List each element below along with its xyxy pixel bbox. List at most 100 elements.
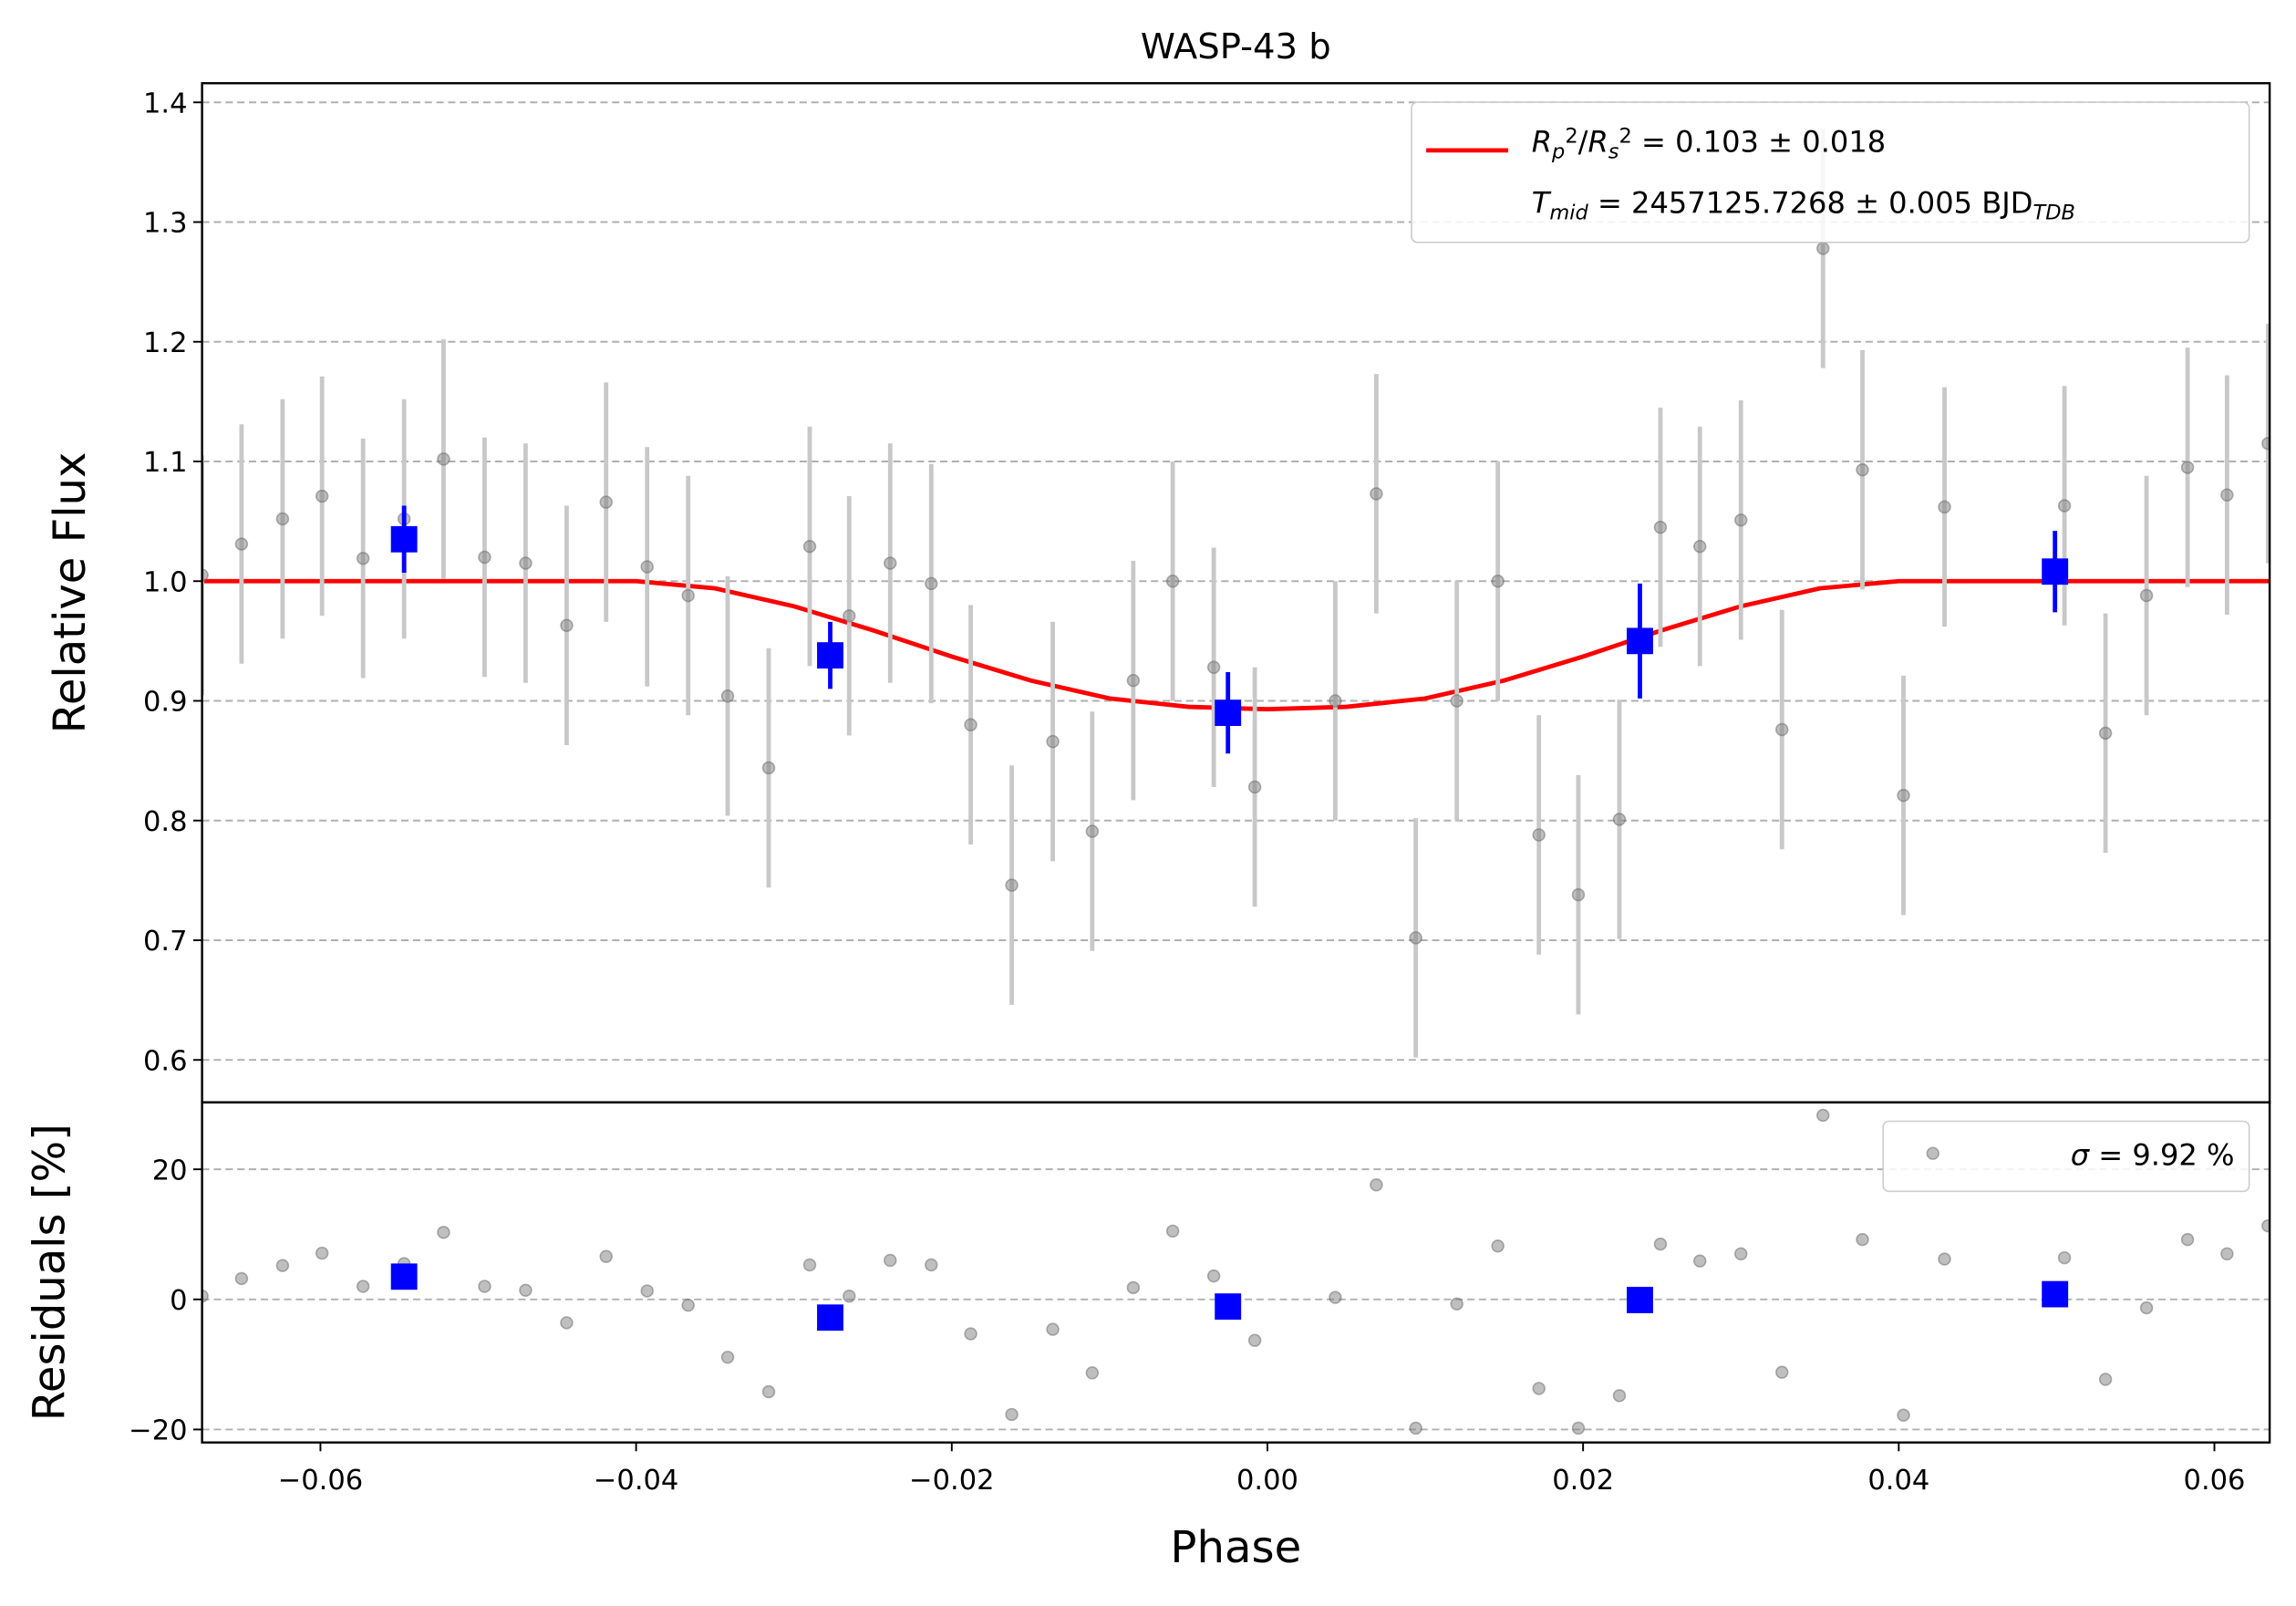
data-point [640,1284,654,1298]
data-point [884,1253,897,1268]
y-tick-label: 0 [170,1285,187,1317]
data-point [1532,1382,1546,1395]
legend-text-part: mid [1549,201,1588,224]
x-tick-label: 0.06 [2184,1465,2246,1497]
data-point [1247,780,1262,794]
data-point [2098,726,2113,741]
binned-point [1627,627,1653,655]
data-point [1005,878,1019,892]
data-point [925,576,938,591]
data-point [1126,673,1141,688]
legend-text-part: = 0.103 ± 0.018 [1632,125,1886,160]
legend-text-part: p [1551,140,1565,163]
data-point [1693,1254,1707,1268]
data-point [560,618,574,633]
y-tick-label: −20 [129,1415,187,1447]
legend-text-part: 2 [1619,125,1631,149]
y-tick-label: 0.7 [143,926,188,958]
data-point [1734,1247,1748,1261]
data-point [681,588,695,603]
legend-text-part: R [1588,125,1608,160]
x-tick-label: 0.02 [1552,1465,1614,1497]
model-line [202,578,2270,712]
data-point [1897,788,1910,803]
y-axis-label: Residuals [%] [25,1124,76,1421]
data-point [437,1226,450,1239]
y-tick-label: 20 [152,1155,188,1186]
data-point [1165,575,1180,588]
data-point [2180,461,2195,474]
data-point [315,1246,329,1260]
data-point [2261,1218,2270,1233]
data-point [1370,1178,1383,1192]
data-point [2180,1232,2195,1247]
data-point [2220,1247,2234,1261]
data-point [275,512,290,526]
legend-text-part: T [1532,186,1552,221]
data-point [1571,1421,1586,1435]
data-point [802,1258,817,1272]
data-point [1612,1389,1627,1403]
data-point [1206,1269,1221,1283]
data-point [1938,500,1951,514]
x-tick-label: 0.00 [1236,1465,1298,1497]
binned-point [390,525,418,553]
data-point [1206,660,1221,674]
data-point [964,718,977,731]
data-point [1329,694,1342,708]
data-point [202,1290,209,1303]
data-point [1450,694,1463,708]
y-tick-label: 1.2 [143,327,188,359]
data-point [1775,722,1789,737]
data-point [315,489,329,503]
data-point [356,552,370,565]
data-point [599,1249,613,1263]
data-point [234,1271,249,1286]
axes-frame [201,1101,2271,1444]
legend-label: Tmid = 2457125.7268 ± 0.005 BJDTDB [1532,186,2075,225]
data-point [884,556,897,570]
legend-label: σ = 9.92 % [2071,1138,2235,1173]
data-point [1126,1280,1141,1295]
binned-point [1215,699,1242,727]
data-point [1775,1365,1789,1379]
chart-title: WASP-43 b [1141,26,1331,67]
data-point [1005,1407,1019,1422]
legend-text-part: = 9.92 % [2089,1138,2234,1173]
data-point [1693,539,1707,554]
plot-area [202,129,2270,1058]
legend-text-part: R [1532,125,1552,160]
binned-point [390,1263,418,1290]
y-tick-label: 0.6 [143,1045,188,1077]
y-tick-label: 1.3 [143,208,188,240]
data-point [964,1327,977,1341]
y-axis-label: Relative Flux [45,452,96,734]
y-tick-label: 1.0 [143,566,188,598]
data-point [1491,1239,1505,1253]
data-point [761,1384,776,1399]
data-point [2057,499,2072,513]
data-point [802,539,817,554]
data-point [1816,242,1830,255]
data-point [519,556,533,570]
data-point [1653,1237,1668,1251]
x-tick-label: −0.04 [594,1465,678,1497]
data-point [681,1299,695,1312]
data-point [2261,437,2270,451]
legend-box [1411,101,2250,243]
data-point [1046,1322,1060,1336]
data-point [1450,1297,1463,1311]
data-point [1046,734,1060,749]
legend-swatch [1926,1146,1939,1160]
data-point [478,550,491,565]
data-point [1938,1252,1951,1266]
data-point [1491,575,1505,588]
data-point [1897,1408,1910,1422]
x-tick-label: −0.06 [278,1465,363,1497]
data-point [1409,1421,1422,1435]
data-point [1571,887,1586,902]
legend-text-part: = 2457125.7268 ± 0.005 BJD [1588,186,2033,221]
data-point [1856,462,1869,477]
data-point [356,1280,370,1293]
